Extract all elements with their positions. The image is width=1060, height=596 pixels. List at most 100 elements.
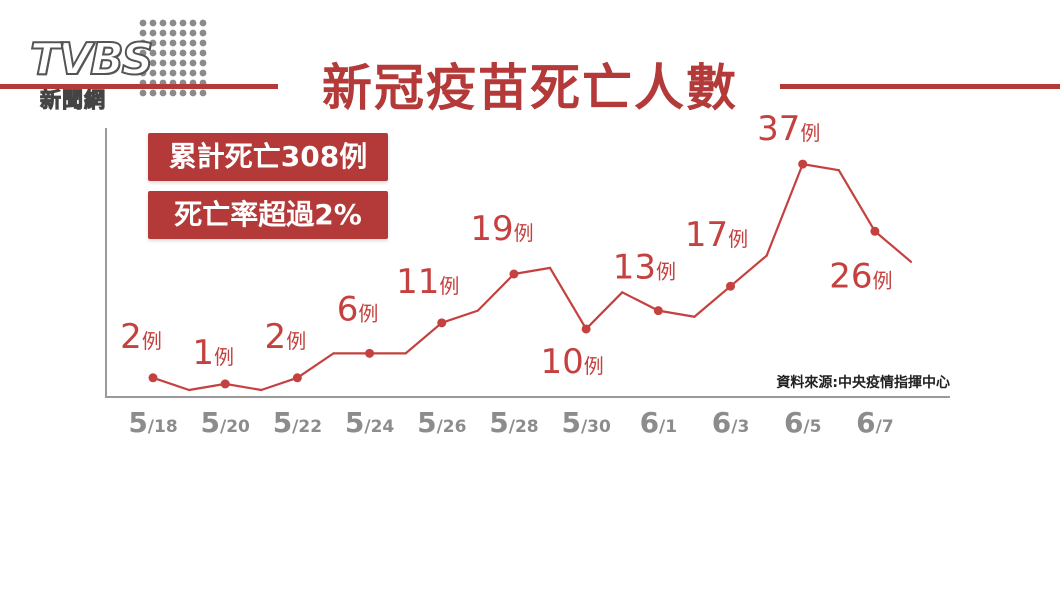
series-segment bbox=[585, 291, 624, 331]
x-tick-label: 6/3 bbox=[712, 406, 750, 439]
title-rule-left bbox=[0, 84, 278, 89]
series-segment bbox=[837, 169, 877, 233]
logo-dot bbox=[149, 69, 157, 77]
logo-dot bbox=[169, 49, 177, 57]
series-segment bbox=[404, 321, 443, 355]
logo-dot bbox=[149, 19, 157, 27]
x-tick-layer: 5/18 5/20 5/22 5/24 5/26 5/28 5/30 6/1 6/3 6/5 6/7 bbox=[128, 406, 893, 439]
data-label: 2例 bbox=[265, 317, 307, 357]
data-point-marker bbox=[220, 379, 230, 389]
cumulative-deaths-badge: 累計死亡308例 bbox=[148, 133, 388, 181]
logo-dot bbox=[179, 89, 187, 97]
series-segment bbox=[512, 266, 552, 276]
logo-dot bbox=[199, 69, 207, 77]
logo-dot bbox=[139, 19, 147, 27]
data-label-value: 26 bbox=[829, 256, 872, 296]
data-label: 1例 bbox=[192, 333, 234, 373]
data-label: 26例 bbox=[829, 256, 892, 296]
logo-dot bbox=[199, 89, 207, 97]
data-label-unit: 例 bbox=[728, 227, 748, 251]
logo-dot bbox=[149, 39, 157, 47]
data-label: 6例 bbox=[337, 289, 379, 329]
logo-dot bbox=[189, 49, 197, 57]
logo-dot bbox=[149, 89, 157, 97]
data-point-marker bbox=[509, 269, 519, 279]
logo-dot bbox=[179, 49, 187, 57]
x-tick-label: 6/5 bbox=[784, 406, 822, 439]
chart-title: 新冠疫苗死亡人數 bbox=[322, 59, 738, 117]
logo-dot bbox=[149, 49, 157, 57]
logo-dot bbox=[139, 59, 147, 67]
data-label-value: 13 bbox=[613, 248, 656, 288]
data-point-marker bbox=[653, 306, 663, 316]
data-point-marker bbox=[437, 318, 447, 328]
logo-dot bbox=[189, 29, 197, 37]
series-segment bbox=[693, 285, 732, 318]
data-point-marker bbox=[870, 226, 880, 236]
logo-dot bbox=[169, 89, 177, 97]
data-label-value: 2 bbox=[120, 317, 142, 357]
logo-dot bbox=[149, 59, 157, 67]
logo-dot bbox=[199, 59, 207, 67]
logo-dot bbox=[139, 49, 147, 57]
logo-dot bbox=[179, 19, 187, 27]
data-label-value: 2 bbox=[265, 317, 287, 357]
data-label: 11例 bbox=[396, 262, 459, 302]
logo-dot bbox=[159, 19, 167, 27]
logo-dot bbox=[139, 69, 147, 77]
series-segment bbox=[873, 230, 913, 263]
logo-dot bbox=[169, 59, 177, 67]
logo-dot bbox=[169, 29, 177, 37]
data-label: 10例 bbox=[541, 342, 604, 382]
x-tick-label: 6/7 bbox=[856, 406, 894, 439]
x-tick-label: 5/30 bbox=[561, 406, 611, 439]
data-label-value: 1 bbox=[192, 333, 214, 373]
data-label-unit: 例 bbox=[142, 329, 162, 353]
data-point-marker bbox=[726, 281, 736, 291]
death-rate-badge: 死亡率超過2% bbox=[148, 191, 388, 239]
logo-dot bbox=[159, 89, 167, 97]
logo-dot bbox=[159, 69, 167, 77]
logo-dot bbox=[169, 19, 177, 27]
data-label-unit: 例 bbox=[358, 301, 378, 325]
data-source-note: 資料來源:中央疫情指揮中心 bbox=[776, 375, 950, 391]
series-segment bbox=[260, 376, 299, 392]
logo-subtitle: 新聞網 bbox=[40, 88, 106, 113]
x-tick-label: 5/20 bbox=[201, 406, 251, 439]
x-tick-label: 5/28 bbox=[489, 406, 538, 439]
data-label-value: 6 bbox=[337, 289, 359, 329]
series-segment bbox=[296, 352, 335, 379]
logo-dot bbox=[179, 39, 187, 47]
data-label: 37例 bbox=[757, 109, 820, 149]
data-label-unit: 例 bbox=[439, 274, 459, 298]
logo-dot bbox=[179, 59, 187, 67]
data-label: 2例 bbox=[120, 317, 162, 357]
logo-dot bbox=[179, 69, 187, 77]
logo-dot bbox=[159, 29, 167, 37]
data-label-value: 17 bbox=[685, 215, 728, 255]
data-label-unit: 例 bbox=[656, 260, 676, 284]
data-label-unit: 例 bbox=[584, 354, 604, 378]
data-label: 13例 bbox=[613, 248, 676, 288]
logo-dot bbox=[169, 69, 177, 77]
series-segment bbox=[440, 309, 479, 324]
data-point-marker bbox=[365, 348, 375, 358]
series-segment bbox=[621, 291, 660, 312]
series-segment bbox=[224, 382, 263, 392]
logo-dot bbox=[159, 49, 167, 57]
logo-dot bbox=[199, 19, 207, 27]
logo-dot bbox=[169, 39, 177, 47]
series-segment bbox=[657, 309, 696, 318]
logo-dot bbox=[159, 59, 167, 67]
data-label-unit: 例 bbox=[514, 221, 534, 245]
data-label-unit: 例 bbox=[214, 345, 234, 369]
x-tick-label: 5/22 bbox=[273, 406, 322, 439]
data-label-value: 37 bbox=[757, 109, 800, 149]
series-segment bbox=[801, 163, 840, 172]
logo-dot bbox=[189, 89, 197, 97]
data-label-value: 19 bbox=[470, 209, 513, 249]
logo-dot bbox=[159, 39, 167, 47]
data-label-value: 11 bbox=[396, 262, 439, 302]
